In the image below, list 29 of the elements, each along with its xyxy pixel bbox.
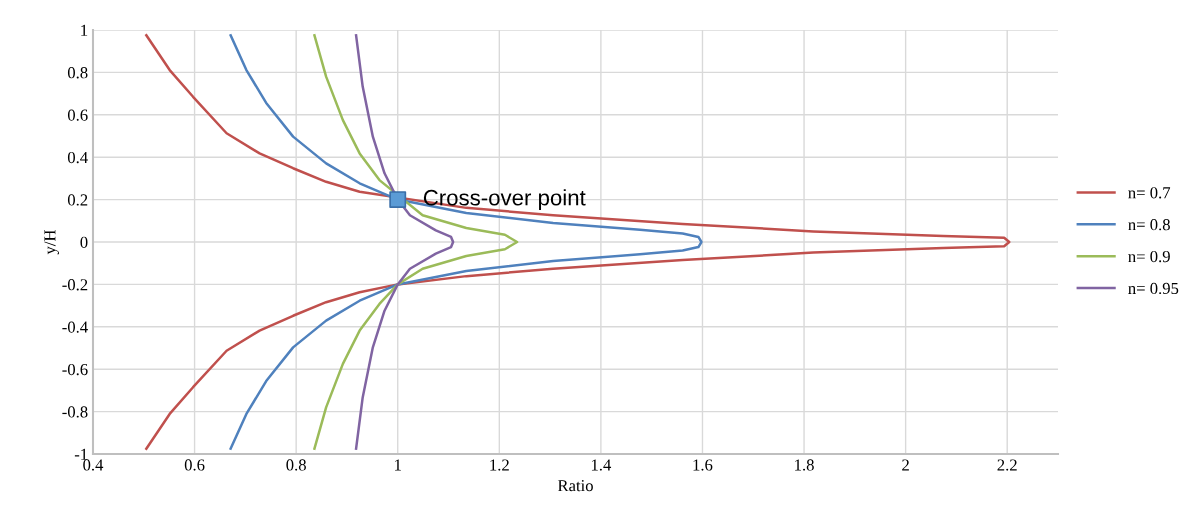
x-tick-label: 0.8 (286, 459, 306, 471)
x-tick-label: 1.4 (591, 459, 612, 471)
y-tick-label: 0.2 (67, 194, 88, 206)
y-tick-label: 0.8 (67, 67, 88, 79)
y-tick-label: 0 (80, 236, 88, 248)
x-tick-label: 1.6 (693, 459, 713, 471)
line-series (229, 34, 703, 450)
x-tick-label: 1.2 (490, 459, 509, 471)
x-tick-label: 0.6 (184, 459, 205, 471)
y-tick-label: -0.2 (62, 279, 88, 291)
y-tick-label: 0.6 (67, 109, 88, 121)
y-tick-label: 1 (81, 24, 88, 36)
y-tick-label: -0.6 (62, 363, 88, 376)
x-tick-label: 2.2 (997, 459, 1017, 471)
y-tick-label: -1 (74, 448, 88, 460)
line-series (145, 34, 1011, 450)
annotation: Cross-over point (423, 189, 586, 210)
legend-label: n= 0.8 (1128, 219, 1170, 231)
y-tick-label: -0.8 (62, 406, 88, 418)
legend-label: n= 0.7 (1128, 187, 1171, 199)
y-tick-label: -0.4 (62, 321, 88, 333)
x-tick-label: 2 (902, 459, 909, 471)
y-axis-title: y/H (44, 229, 59, 255)
legend-label: n= 0.95 (1128, 282, 1179, 295)
legend-label: n= 0.9 (1128, 250, 1170, 263)
x-tick-label: 1.8 (795, 459, 814, 471)
y-tick-label: 0.4 (67, 151, 88, 164)
x-axis-title: Ratio (557, 480, 593, 492)
x-tick-label: 1 (395, 459, 401, 471)
